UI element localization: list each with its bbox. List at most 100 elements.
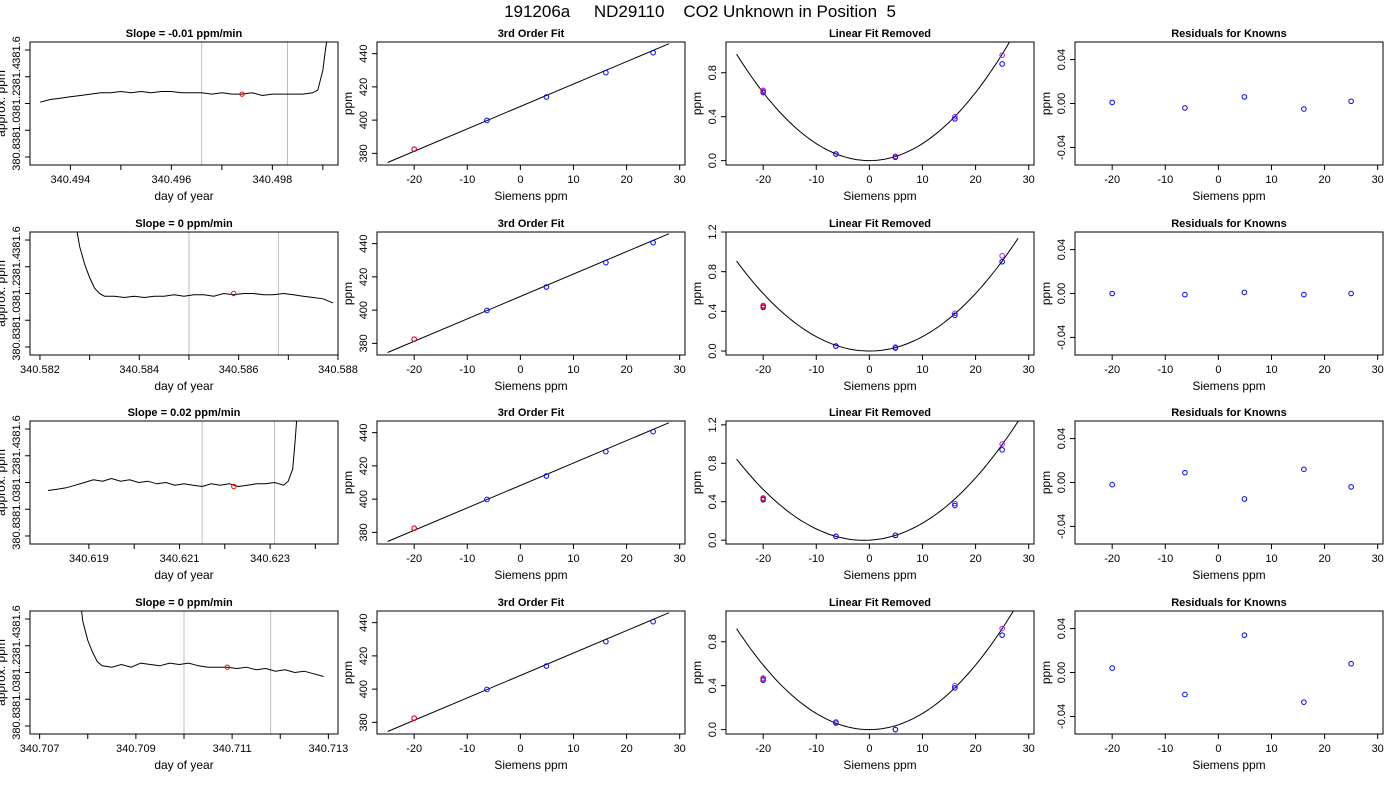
series-line	[76, 232, 334, 304]
data-point	[1109, 290, 1115, 297]
plot-frame	[725, 231, 1035, 356]
data-point	[999, 258, 1005, 265]
x-tick-label: -10	[459, 364, 475, 376]
y-axis-label: ppm	[341, 471, 355, 494]
y-tick-label: 420	[358, 78, 370, 96]
x-tick-label: -10	[1157, 553, 1173, 565]
y-tick-label: 381.0	[11, 306, 23, 334]
y-tick-label: 0.00	[1056, 93, 1068, 114]
y-tick-label: 0.04	[1056, 49, 1068, 70]
y-axis-label: ppm	[690, 282, 704, 305]
x-axis-label: Siemens ppm	[494, 189, 567, 203]
panel-1-3: Linear Fit Removed -20 -10 0 10 20 30 0.0 0.4 0.8…	[690, 28, 1035, 203]
x-tick-label: 340.711	[213, 743, 252, 755]
fit-line	[387, 43, 670, 163]
x-tick-label: 10	[1265, 743, 1277, 755]
panel-title: Slope = 0 ppm/min	[135, 597, 233, 609]
panel-4-3: Linear Fit Removed -20 -10 0 10 20 30 0.0 0.4 0.8…	[690, 597, 1035, 772]
x-tick-label: 340.496	[151, 174, 191, 186]
plot-area	[736, 42, 1011, 162]
plot-area	[387, 422, 670, 542]
plot-area	[736, 611, 1014, 733]
y-tick-label: -0.04	[1056, 704, 1068, 729]
y-tick-label: 0.04	[1056, 239, 1068, 260]
data-point	[543, 94, 550, 100]
data-point	[1109, 665, 1115, 671]
data-point	[1301, 106, 1307, 112]
fit-point	[952, 500, 958, 507]
fit-point	[952, 682, 958, 689]
unknown-point	[760, 88, 766, 95]
panel-3-1: Slope = 0.02 ppm/min 340.619 340.621 340.62…	[0, 407, 339, 582]
x-tick-label: 30	[674, 174, 686, 186]
y-axis-label: ppm	[690, 92, 704, 115]
data-point	[1301, 699, 1307, 705]
y-tick-label: 1.2	[707, 224, 719, 239]
y-tick-label: 0.4	[707, 109, 719, 124]
y-tick-label: 0.0	[707, 153, 719, 168]
plot-area	[736, 238, 1019, 352]
plot-frame	[725, 41, 1035, 166]
x-axis-label: day of year	[154, 568, 213, 582]
data-point	[892, 532, 899, 539]
plot-area	[1109, 289, 1354, 298]
unknown-point	[411, 336, 417, 343]
data-point	[603, 259, 609, 266]
data-point	[603, 638, 609, 645]
x-axis-label: day of year	[154, 758, 213, 772]
data-point	[1182, 105, 1188, 111]
y-tick-label: 0.8	[707, 65, 719, 80]
panel-3-4: Residuals for Knowns -20 -10 0 10 20 30 -0.04 0.…	[1039, 407, 1384, 582]
fit-point	[999, 253, 1005, 259]
data-point	[1348, 660, 1354, 667]
x-tick-label: 10	[567, 553, 579, 565]
y-tick-label: 381.0	[11, 495, 23, 523]
y-tick-label: 0.00	[1056, 662, 1068, 683]
y-axis-label: ppm	[1039, 92, 1053, 115]
x-tick-label: 340.586	[219, 364, 259, 376]
data-point	[484, 686, 490, 693]
panel-title: 3rd Order Fit	[498, 597, 565, 609]
panel-title: Linear Fit Removed	[829, 597, 931, 609]
unknown-point	[411, 146, 417, 153]
fit-point	[999, 441, 1005, 447]
y-tick-label: 380.8	[11, 522, 23, 550]
data-point	[650, 49, 656, 56]
y-tick-label: 380	[358, 334, 370, 352]
data-point	[1301, 291, 1307, 298]
x-tick-label: 30	[1023, 743, 1035, 755]
x-tick-label: 30	[1023, 174, 1035, 186]
fit-curve	[736, 238, 1019, 352]
page-title: 191206a ND29110 CO2 Unknown in Position …	[504, 2, 896, 21]
data-point	[1241, 289, 1248, 296]
y-axis-label: ppm	[1039, 282, 1053, 305]
y-tick-label: -0.04	[1056, 514, 1068, 539]
x-tick-label: 10	[1265, 553, 1277, 565]
y-tick-label: 0.0	[707, 722, 719, 737]
panel-title: 3rd Order Fit	[498, 28, 565, 40]
data-point	[833, 343, 839, 349]
y-axis-label: ppm	[341, 282, 355, 305]
y-axis-label: ppm	[1039, 661, 1053, 684]
panel-title: Slope = 0.02 ppm/min	[128, 407, 241, 419]
average-marker	[230, 290, 237, 297]
x-tick-label: 0	[517, 364, 523, 376]
data-point	[603, 69, 609, 76]
x-tick-label: 0	[866, 364, 872, 376]
data-point	[1348, 290, 1354, 297]
panel-2-1: Slope = 0 ppm/min 340.582 340.584 340.586 34…	[0, 218, 358, 393]
panel-title: Linear Fit Removed	[829, 28, 931, 40]
data-point	[1182, 691, 1188, 698]
panel-1-1: Slope = -0.01 ppm/min 340.494 340.496 340.4…	[0, 28, 339, 203]
plot-area	[39, 42, 328, 103]
panel-1-4: Residuals for Knowns -20 -10 0 10 20 30 -0.04 0.…	[1039, 28, 1384, 203]
data-point	[892, 726, 899, 733]
x-tick-label: -10	[808, 174, 824, 186]
y-tick-label: 0.04	[1056, 428, 1068, 449]
fit-point	[952, 113, 958, 120]
x-tick-label: 20	[1318, 364, 1330, 376]
x-tick-label: 340.707	[20, 743, 60, 755]
plot-area	[1109, 632, 1354, 705]
unknown-point	[411, 525, 417, 532]
x-tick-label: 20	[620, 364, 632, 376]
